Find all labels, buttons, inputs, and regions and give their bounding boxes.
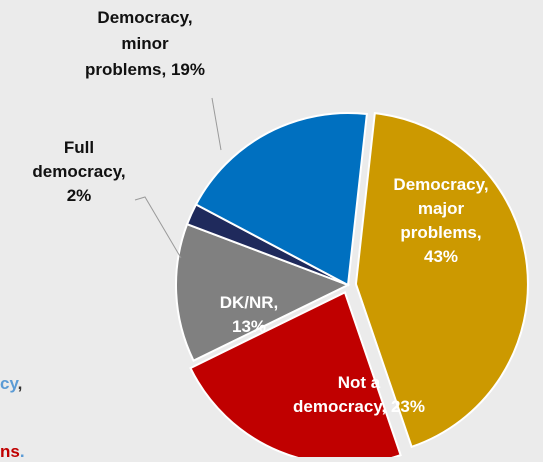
slices-layer xyxy=(175,112,529,462)
slice-minor-problems xyxy=(194,112,368,287)
slice-labels: Democracy, major problems, 43% Not a democrac… xyxy=(32,8,488,416)
slice-label-line: Democracy, xyxy=(393,175,488,194)
slice-label-line: 43% xyxy=(424,247,458,266)
slice-label-line: Full xyxy=(64,138,94,157)
side-text-top: cy, xyxy=(0,374,22,393)
leader-lines xyxy=(134,97,222,259)
slice-dk-nr-label: DK/NR, 13% xyxy=(220,293,279,336)
slice-label-line: DK/NR, xyxy=(220,293,279,312)
slice-label-line: major xyxy=(418,199,465,218)
slice-major-problems-label: Democracy, major problems, 43% xyxy=(393,175,488,266)
leader-line-minor-problems xyxy=(211,97,222,151)
slice-label-line: democracy, 23% xyxy=(293,397,425,416)
leader-line-full-democracy xyxy=(134,196,182,259)
slice-label-line: Not a xyxy=(338,373,381,392)
slice-full-democracy-label: Full democracy, 2% xyxy=(32,138,125,205)
slice-label-line: problems, 19% xyxy=(85,60,205,79)
slice-minor-problems-label: Democracy, minor problems, 19% xyxy=(85,8,205,79)
slice-dk-nr xyxy=(175,222,351,363)
slice-label-line: problems, xyxy=(400,223,481,242)
side-text-bottom: ns. xyxy=(0,442,25,457)
slice-label-line: democracy, xyxy=(32,162,125,181)
slice-label-line: Democracy, xyxy=(97,8,192,27)
slice-major-problems xyxy=(354,112,529,449)
slice-not-a-democracy-label: Not a democracy, 23% xyxy=(293,373,425,416)
side-text: cy, ns. xyxy=(0,374,25,461)
slice-label-line: 2% xyxy=(67,186,92,205)
slice-label-line: minor xyxy=(121,34,169,53)
slice-label-line: 13% xyxy=(232,317,266,336)
